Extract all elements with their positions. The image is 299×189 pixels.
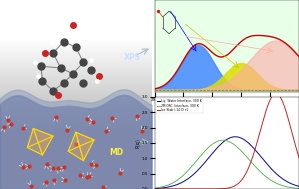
2M ORC. Interface, 300 K xyxy=(237,148,241,150)
Polygon shape xyxy=(27,129,42,155)
Ice Slab (-14 C) r1 xyxy=(275,93,279,95)
Ice Slab (-14 C) r1 xyxy=(216,188,220,189)
Ice Slab (-14 C) r1 xyxy=(228,187,231,189)
Liq. Water Interface, 300 K xyxy=(217,145,221,147)
Y-axis label: P(q): P(q) xyxy=(135,138,141,148)
Liq. Water Interface, 300 K xyxy=(275,173,279,176)
Polygon shape xyxy=(68,132,83,161)
Polygon shape xyxy=(33,129,53,155)
2M ORC. Interface, 300 K xyxy=(136,188,139,189)
Line: Liq. Water Interface, 300 K: Liq. Water Interface, 300 K xyxy=(138,137,299,189)
Ice Slab (-14 C) r1 xyxy=(136,188,139,189)
Line: 2M ORC. Interface, 300 K: 2M ORC. Interface, 300 K xyxy=(138,140,299,189)
2M ORC. Interface, 300 K xyxy=(275,183,279,185)
Liq. Water Interface, 300 K xyxy=(136,188,139,189)
Line: Ice Slab (-14 C) r1: Ice Slab (-14 C) r1 xyxy=(138,94,299,189)
Liq. Water Interface, 300 K xyxy=(234,136,237,138)
2M ORC. Interface, 300 K xyxy=(221,139,225,141)
Liq. Water Interface, 300 K xyxy=(216,146,220,148)
Liq. Water Interface, 300 K xyxy=(228,137,231,139)
2M ORC. Interface, 300 K xyxy=(216,140,220,142)
Text: XPS: XPS xyxy=(124,53,141,63)
Ice Slab (-14 C) r1 xyxy=(217,188,221,189)
X-axis label: Binding Energy (eV): Binding Energy (eV) xyxy=(202,104,251,109)
Legend: Liq. Water Interface, 300 K, 2M ORC. Interface, 300 K, Ice Slab (-14 C) r1: Liq. Water Interface, 300 K, 2M ORC. Int… xyxy=(156,98,202,113)
Ice Slab (-14 C) r1 xyxy=(237,182,240,184)
Liq. Water Interface, 300 K xyxy=(237,136,241,138)
2M ORC. Interface, 300 K xyxy=(228,141,232,143)
Ice Slab (-14 C) r1 xyxy=(274,92,278,95)
2M ORC. Interface, 300 K xyxy=(217,139,221,142)
Polygon shape xyxy=(76,132,94,161)
Text: MD: MD xyxy=(109,148,123,157)
